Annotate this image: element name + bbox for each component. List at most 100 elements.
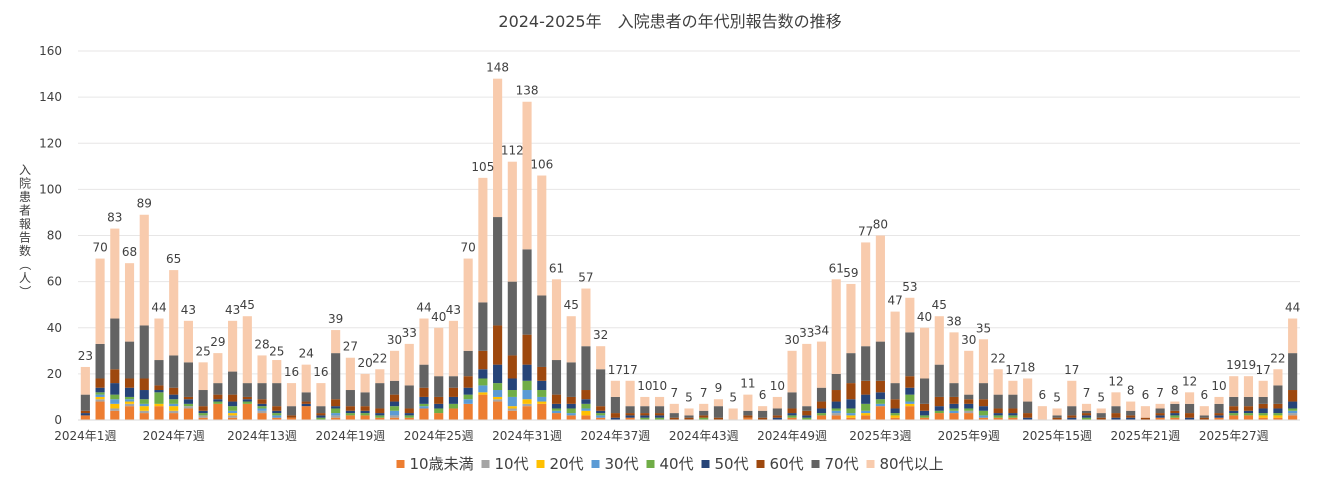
bar-segment [993, 415, 1003, 418]
bar-segment [1008, 380, 1018, 395]
bar-segment [183, 396, 193, 400]
y-tick-label: 120 [39, 136, 62, 150]
total-label: 17 [1256, 363, 1271, 377]
bar-segment [169, 399, 179, 404]
bar-segment [198, 415, 208, 418]
bar-segment [360, 415, 370, 420]
bar-segment [787, 392, 797, 409]
bar-segment [596, 410, 606, 414]
bar-segment [920, 417, 930, 420]
bar-segment [964, 410, 974, 414]
bar-segment [463, 376, 473, 388]
bar-segment [978, 417, 989, 420]
bar-segment [183, 403, 193, 407]
bar-segment [345, 413, 355, 416]
bar-segment [566, 316, 576, 363]
bar-segment [493, 217, 503, 326]
bar-segment [890, 311, 900, 384]
bar-segment [846, 417, 856, 420]
bar-segment [581, 403, 591, 409]
bar-segment [537, 390, 547, 397]
total-label: 9 [715, 381, 723, 395]
bar-segment [404, 343, 414, 386]
bar-segment [124, 341, 135, 379]
y-tick-label: 0 [54, 413, 62, 427]
bar-segment [684, 408, 694, 416]
bar-segment [1008, 415, 1018, 418]
bar-segment [522, 364, 532, 381]
bar-segment [993, 369, 1003, 395]
bar-segment [463, 399, 473, 404]
bar-segment [507, 408, 517, 411]
bar-segment [905, 406, 915, 420]
total-label: 12 [1108, 374, 1123, 388]
bar-segment [124, 406, 135, 420]
bar-segment [95, 396, 105, 400]
total-label: 11 [740, 377, 755, 391]
total-label: 10 [770, 379, 785, 393]
legend-label: 10歳未満 [410, 455, 474, 473]
bar-segment [404, 415, 414, 418]
bar-segment [1273, 415, 1283, 418]
bar-segment [1199, 415, 1209, 418]
bar-segment [272, 413, 282, 416]
bar-segment [448, 396, 458, 404]
bar-segment [124, 378, 135, 388]
total-label: 138 [516, 84, 539, 98]
x-tick-label: 2024年1週 [54, 429, 116, 443]
bar-segment [566, 408, 576, 414]
bar-segment [640, 413, 650, 416]
bar-segment [507, 410, 517, 420]
bar-segment [228, 413, 238, 416]
bar-segment [728, 408, 738, 420]
bar-segment [169, 410, 179, 414]
bar-segment [110, 399, 120, 404]
bar-segment [389, 417, 400, 420]
total-label: 45 [564, 298, 579, 312]
bar-segment [434, 376, 444, 397]
bar-segment [1155, 408, 1165, 414]
bar-segment [1258, 396, 1268, 404]
bar-segment [478, 378, 488, 386]
bar-segment [448, 408, 458, 420]
y-axis-label-char: 告 [19, 231, 31, 245]
bar-segment [493, 325, 503, 365]
bar-segment [551, 394, 562, 404]
bar-segment [434, 408, 444, 414]
bar-segment [1229, 413, 1239, 416]
x-tick-label: 2024年49週 [757, 429, 827, 443]
bar-segment [213, 403, 223, 420]
bar-segment [507, 390, 517, 397]
bar-segment [434, 396, 444, 404]
legend-swatch [481, 460, 490, 468]
bar-segment [228, 415, 238, 418]
bar-segment [272, 410, 282, 414]
bar-segment [1229, 406, 1239, 411]
bar-segment [286, 417, 297, 420]
bar-segment [787, 415, 797, 418]
total-label: 61 [549, 261, 564, 275]
bar-segment [419, 408, 429, 420]
total-label: 7 [700, 386, 708, 400]
bar-segment [846, 399, 856, 409]
bar-segment [360, 373, 370, 393]
total-label: 89 [137, 197, 152, 211]
bar-segment [1185, 413, 1195, 418]
bar-segment [110, 383, 120, 395]
bar-segment [1288, 390, 1298, 402]
y-axis-label-char: 数 [19, 243, 31, 258]
bar-segment [522, 390, 532, 400]
bar-segment [964, 403, 974, 409]
bar-segment [1258, 417, 1268, 420]
bar-segment [551, 360, 562, 395]
bar-segment [1229, 410, 1239, 414]
bar-segment [1243, 406, 1254, 411]
legend-label: 50代 [715, 455, 749, 473]
bar-segment [949, 408, 959, 411]
bar-segment [610, 413, 620, 418]
bar-segment [228, 406, 238, 411]
bar-segment [448, 376, 458, 388]
bar-segment [758, 410, 768, 418]
total-label: 17 [608, 363, 623, 377]
bar-segment [934, 396, 944, 407]
